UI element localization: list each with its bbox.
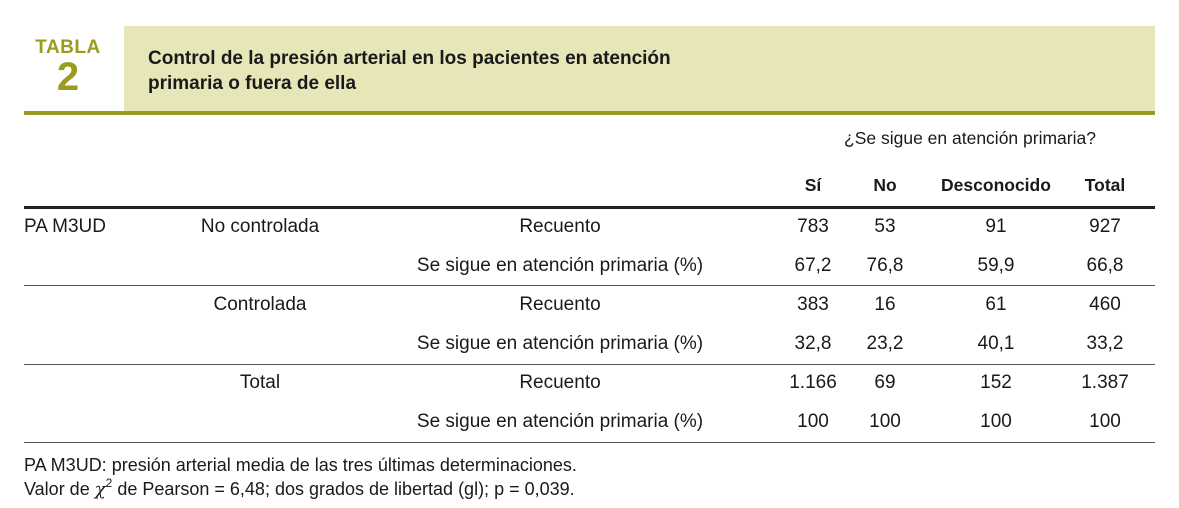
cell-value-si: 100	[797, 411, 829, 432]
cell-value-no: 53	[874, 216, 896, 237]
cell-value-desconocido: 100	[980, 411, 1012, 432]
cell-group	[24, 325, 174, 363]
cell-value-si: 67,2	[794, 255, 832, 276]
cell-value-si: 32,8	[794, 333, 832, 354]
row-divider	[24, 285, 1155, 286]
cell-measure: Recuento	[519, 372, 601, 393]
cell-value-total: 927	[1089, 216, 1121, 237]
footnote-suffix: de Pearson = 6,48; dos grados de liberta…	[112, 479, 575, 499]
cell-value-si: 383	[797, 294, 829, 315]
cell-group	[24, 364, 174, 402]
footnote-abbreviation: PA M3UD: presión arterial media de las t…	[24, 455, 577, 475]
footnote-statistics: Valor de χ2 de Pearson = 6,48; dos grado…	[24, 477, 575, 502]
table-bottom-rule	[24, 442, 1155, 443]
cell-value-desconocido: 59,9	[977, 255, 1015, 276]
chi-exponent: 2	[105, 476, 113, 490]
cell-value-desconocido: 61	[985, 294, 1007, 315]
cell-measure: Se sigue en atención primaria (%)	[416, 255, 704, 276]
cell-group	[24, 403, 174, 441]
cell-value-no: 76,8	[866, 255, 904, 276]
column-header-total: Total	[1084, 175, 1126, 195]
column-header-si: Sí	[804, 175, 822, 195]
table-title: Control de la presión arterial en los pa…	[148, 46, 748, 96]
footnote-prefix: Valor de	[24, 479, 95, 499]
cell-value-total: 460	[1089, 294, 1121, 315]
cell-subgroup: Total	[239, 372, 281, 393]
cell-value-no: 69	[874, 372, 896, 393]
table-title-line-2: primaria o fuera de ella	[148, 73, 357, 94]
cell-measure: Recuento	[519, 216, 601, 237]
column-header-desconocido: Desconocido	[941, 175, 1051, 195]
cell-group	[24, 286, 174, 324]
row-divider	[24, 364, 1155, 365]
cell-group	[24, 247, 174, 285]
cell-measure: Se sigue en atención primaria (%)	[416, 411, 704, 432]
table-title-line-1: Control de la presión arterial en los pa…	[148, 48, 671, 69]
cell-subgroup	[170, 247, 350, 285]
column-group-header: ¿Se sigue en atención primaria?	[844, 128, 1096, 148]
cell-subgroup: Controlada	[213, 294, 307, 315]
cell-subgroup	[170, 403, 350, 441]
cell-value-no: 100	[869, 411, 901, 432]
cell-value-no: 16	[874, 294, 896, 315]
cell-value-desconocido: 152	[980, 372, 1012, 393]
cell-measure: Se sigue en atención primaria (%)	[416, 333, 704, 354]
cell-value-total: 66,8	[1086, 255, 1124, 276]
cell-subgroup	[170, 325, 350, 363]
table-number: 2	[56, 55, 80, 99]
cell-value-desconocido: 40,1	[977, 333, 1015, 354]
cell-group: PA M3UD	[24, 216, 107, 237]
title-underline	[24, 111, 1155, 115]
cell-value-si: 783	[797, 216, 829, 237]
column-header-no: No	[873, 175, 897, 195]
cell-measure: Recuento	[519, 294, 601, 315]
header-rule	[24, 206, 1155, 209]
title-band	[124, 26, 1155, 112]
table-label: TABLA	[35, 37, 101, 58]
cell-value-si: 1.166	[789, 372, 837, 393]
cell-subgroup: No controlada	[200, 216, 320, 237]
chi-symbol: χ	[94, 479, 106, 500]
cell-value-total: 33,2	[1086, 333, 1124, 354]
cell-value-no: 23,2	[866, 333, 904, 354]
cell-value-total: 100	[1089, 411, 1121, 432]
cell-value-desconocido: 91	[985, 216, 1007, 237]
cell-value-total: 1.387	[1081, 372, 1129, 393]
